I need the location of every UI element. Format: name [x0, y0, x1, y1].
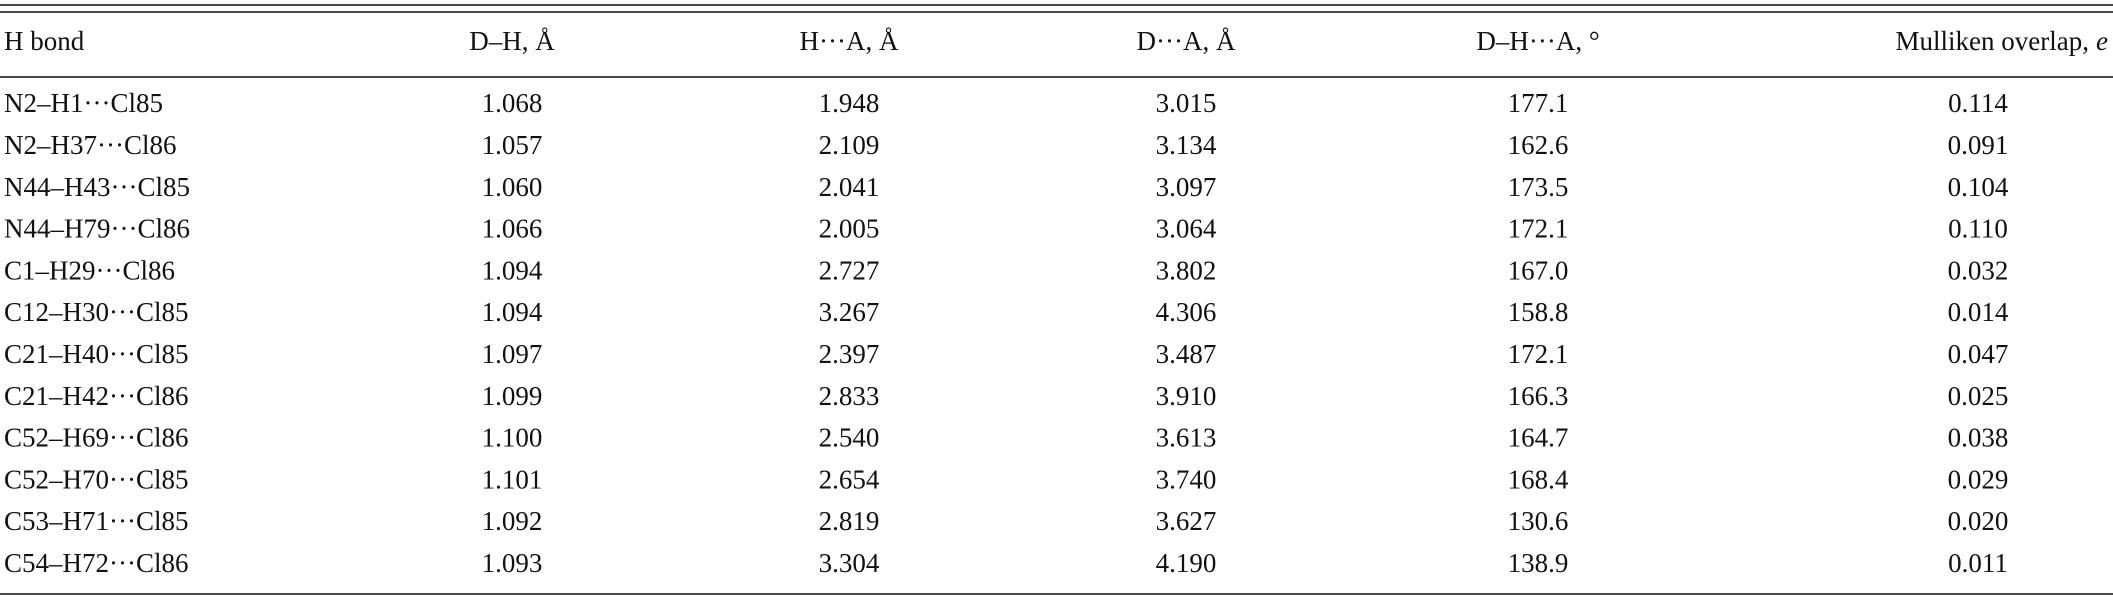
header-text: Mulliken overlap, [1896, 26, 2089, 56]
cell: 3.064 [1156, 214, 1217, 244]
cell: 1.060 [482, 172, 543, 202]
column-header: D–H···A, ° [1476, 26, 1599, 56]
cell: 0.110 [1948, 214, 2008, 244]
row-label: C54–H72···Cl86 [4, 548, 189, 578]
row-label: C21–H40···Cl85 [4, 339, 189, 369]
cell: 2.540 [819, 423, 880, 453]
cell: 3.910 [1156, 381, 1217, 411]
row-label: C52–H70···Cl85 [4, 464, 189, 494]
cell: 0.047 [1948, 339, 2009, 369]
row-label: N44–H43···Cl85 [4, 172, 190, 202]
cell: 1.066 [482, 214, 543, 244]
cell: 172.1 [1508, 339, 1569, 369]
cell: 177.1 [1508, 88, 1569, 118]
cell: 2.041 [819, 172, 880, 202]
cell: 2.005 [819, 214, 880, 244]
cell: 3.097 [1156, 172, 1217, 202]
row-label: C21–H42···Cl86 [4, 381, 189, 411]
cell: 3.015 [1156, 88, 1217, 118]
cell: 3.304 [819, 548, 880, 578]
cell: 2.654 [819, 464, 880, 494]
row-label: C52–H69···Cl86 [4, 423, 189, 453]
row-label: C53–H71···Cl85 [4, 506, 189, 536]
row-label: N2–H37···Cl86 [4, 130, 176, 160]
cell: 172.1 [1508, 214, 1569, 244]
cell: 3.740 [1156, 464, 1217, 494]
cell: 1.948 [819, 88, 880, 118]
column-header: H···A, Å [800, 26, 899, 56]
cell: 0.011 [1948, 548, 2008, 578]
row-label: C12–H30···Cl85 [4, 297, 189, 327]
cell: 0.032 [1948, 255, 2009, 285]
cell: 168.4 [1508, 464, 1569, 494]
cell: 1.057 [482, 130, 543, 160]
column-header: Mulliken overlap, e [1896, 26, 2108, 56]
cell: 3.487 [1156, 339, 1217, 369]
cell: 1.068 [482, 88, 543, 118]
cell: 2.109 [819, 130, 880, 160]
cell: 2.833 [819, 381, 880, 411]
cell: 167.0 [1508, 255, 1569, 285]
cell: 0.091 [1948, 130, 2009, 160]
cell: 3.267 [819, 297, 880, 327]
cell: 0.025 [1948, 381, 2009, 411]
cell: 4.306 [1156, 297, 1217, 327]
cell: 3.613 [1156, 423, 1217, 453]
cell: 164.7 [1508, 423, 1569, 453]
cell: 130.6 [1508, 506, 1569, 536]
cell: 4.190 [1156, 548, 1217, 578]
header-unit: e [2096, 26, 2108, 56]
cell: 162.6 [1508, 130, 1569, 160]
cell: 173.5 [1508, 172, 1569, 202]
cell: 3.802 [1156, 255, 1217, 285]
cell: 1.094 [482, 297, 543, 327]
cell: 1.100 [482, 423, 543, 453]
cell: 1.099 [482, 381, 543, 411]
cell: 158.8 [1508, 297, 1569, 327]
column-header: H bond [4, 26, 85, 56]
cell: 1.093 [482, 548, 543, 578]
cell: 1.101 [482, 464, 543, 494]
cell: 0.014 [1948, 297, 2009, 327]
cell: 2.397 [819, 339, 880, 369]
column-header: D–H, Å [469, 26, 555, 56]
cell: 1.094 [482, 255, 543, 285]
cell: 166.3 [1508, 381, 1569, 411]
cell: 2.819 [819, 506, 880, 536]
cell: 0.104 [1948, 172, 2009, 202]
cell: 3.627 [1156, 506, 1217, 536]
cell: 0.020 [1948, 506, 2009, 536]
row-label: C1–H29···Cl86 [4, 255, 175, 285]
row-label: N44–H79···Cl86 [4, 214, 190, 244]
cell: 1.097 [482, 339, 543, 369]
cell: 0.114 [1948, 88, 2008, 118]
cell: 0.029 [1948, 464, 2009, 494]
cell: 0.038 [1948, 423, 2009, 453]
row-label: N2–H1···Cl85 [4, 88, 163, 118]
cell: 1.092 [482, 506, 543, 536]
cell: 2.727 [819, 255, 880, 285]
cell: 3.134 [1156, 130, 1217, 160]
column-header: D···A, Å [1137, 26, 1236, 56]
cell: 138.9 [1508, 548, 1569, 578]
